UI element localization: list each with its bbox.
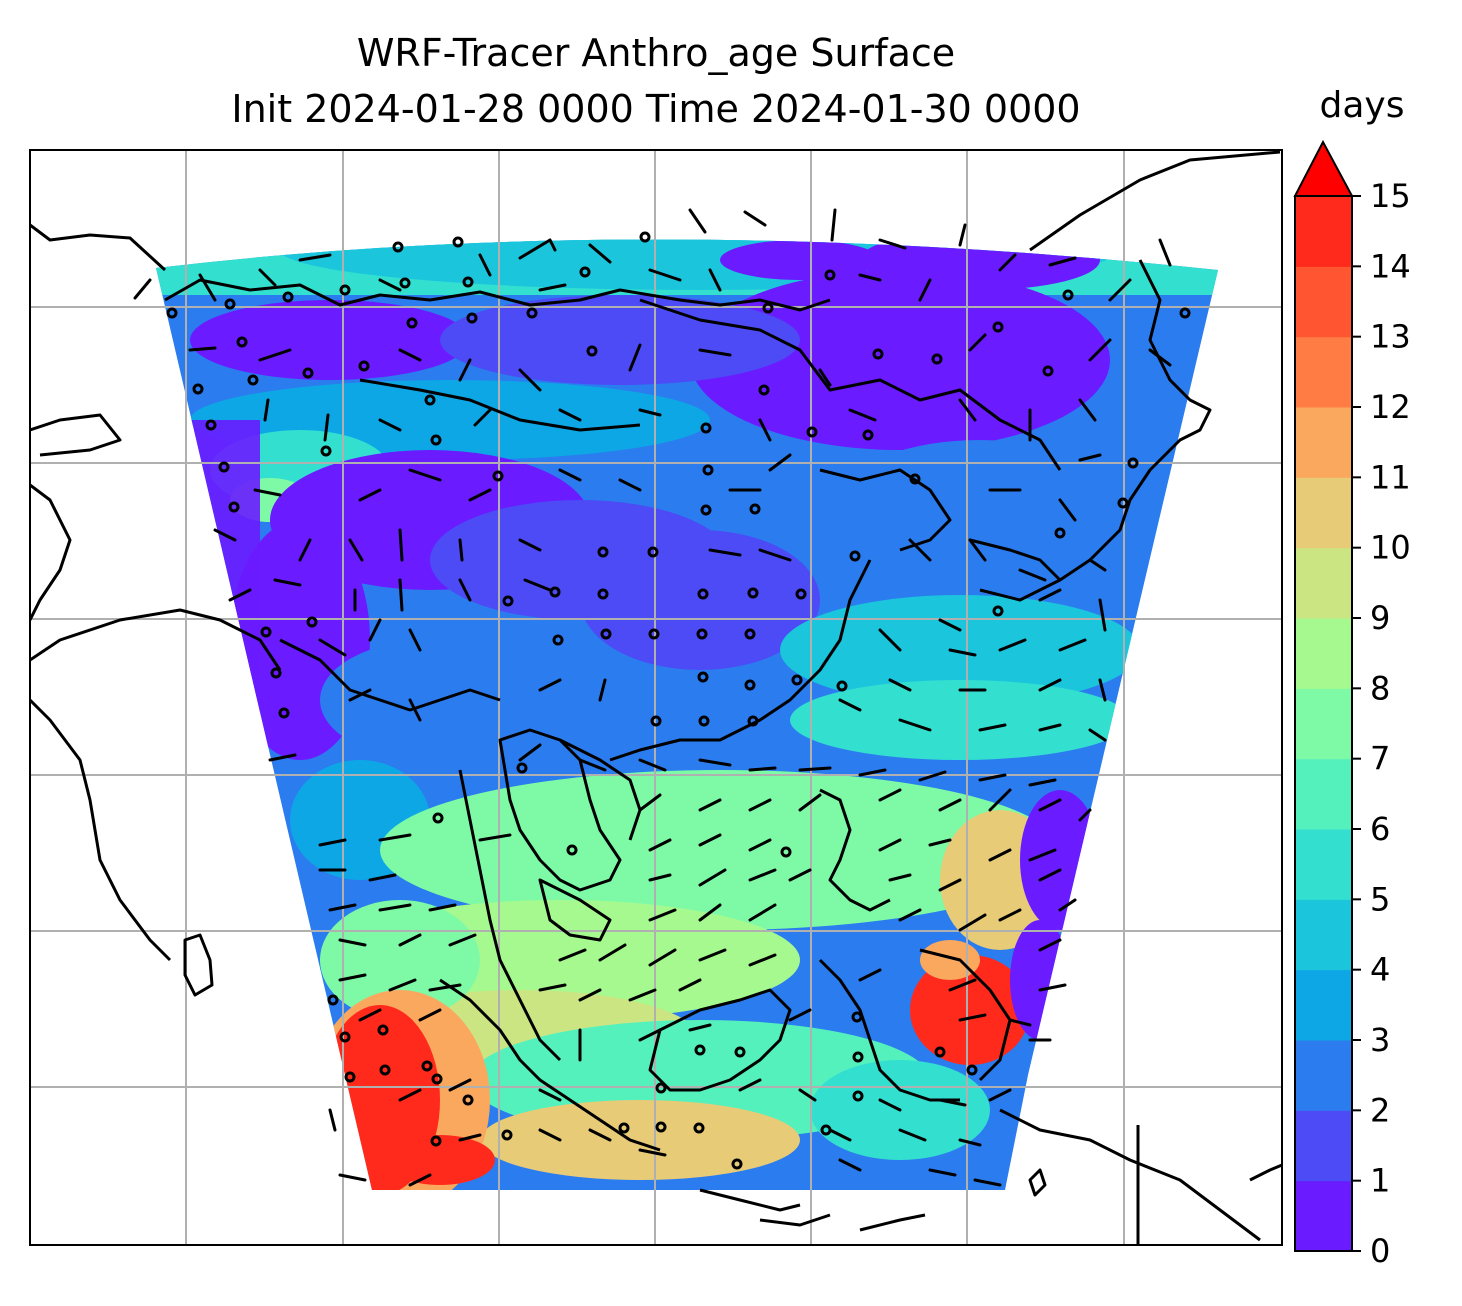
colorbar-tick-label: 1 <box>1370 1162 1390 1200</box>
colorbar-segment <box>1295 266 1352 338</box>
colorbar-segment <box>1295 336 1352 408</box>
colorbar-segment <box>1295 196 1352 267</box>
colorbar-tick-label: 5 <box>1370 880 1390 918</box>
colorbar-tick-label: 12 <box>1370 388 1411 426</box>
coastlines <box>30 150 1282 1245</box>
wind-barbs <box>133 208 1172 1187</box>
colorbar-tick-label: 3 <box>1370 1021 1390 1059</box>
colorbar-extend-triangle <box>1293 139 1354 197</box>
map-frame <box>29 149 1283 1246</box>
colorbar-tick-label: 14 <box>1370 247 1411 285</box>
chart-title-line2: Init 2024-01-28 0000 Time 2024-01-30 000… <box>231 87 1081 131</box>
colorbar-segment <box>1295 1180 1352 1252</box>
colorbar-tick-label: 13 <box>1370 318 1411 356</box>
colorbar-segment <box>1295 829 1352 900</box>
colorbar-tick-label: 8 <box>1370 669 1390 707</box>
colorbar-segment <box>1295 477 1352 549</box>
colorbar-segment <box>1295 758 1352 830</box>
colorbar-segment <box>1295 547 1352 619</box>
colorbar-segment <box>1295 407 1352 478</box>
calm-wind-circles <box>166 231 1191 1170</box>
colorbar-tick-label: 11 <box>1370 458 1411 496</box>
colorbar-tick-label: 2 <box>1370 1091 1390 1129</box>
colorbar-tick-label: 7 <box>1370 740 1390 778</box>
colorbar-segment <box>1295 1040 1352 1111</box>
colorbar-tick-label: 15 <box>1370 177 1411 215</box>
colorbar-tick-label: 9 <box>1370 599 1390 637</box>
colorbar-tick-label: 10 <box>1370 529 1411 567</box>
colorbar-frame <box>1294 195 1353 1252</box>
colorbar-segment <box>1295 688 1352 760</box>
colorbar-segment <box>1295 899 1352 971</box>
colorbar-segment <box>1295 969 1352 1041</box>
colorbar-tick-label: 4 <box>1370 951 1390 989</box>
colorbar-units-label: days <box>1320 85 1405 126</box>
colorbar-tick-label: 6 <box>1370 810 1390 848</box>
colorbar-segment <box>1295 618 1352 689</box>
colorbar-segments <box>1295 196 1352 1252</box>
chart-title-line1: WRF-Tracer Anthro_age Surface <box>356 31 956 75</box>
colorbar-tick-label: 0 <box>1370 1232 1390 1270</box>
colorbar-segment <box>1295 1110 1352 1182</box>
